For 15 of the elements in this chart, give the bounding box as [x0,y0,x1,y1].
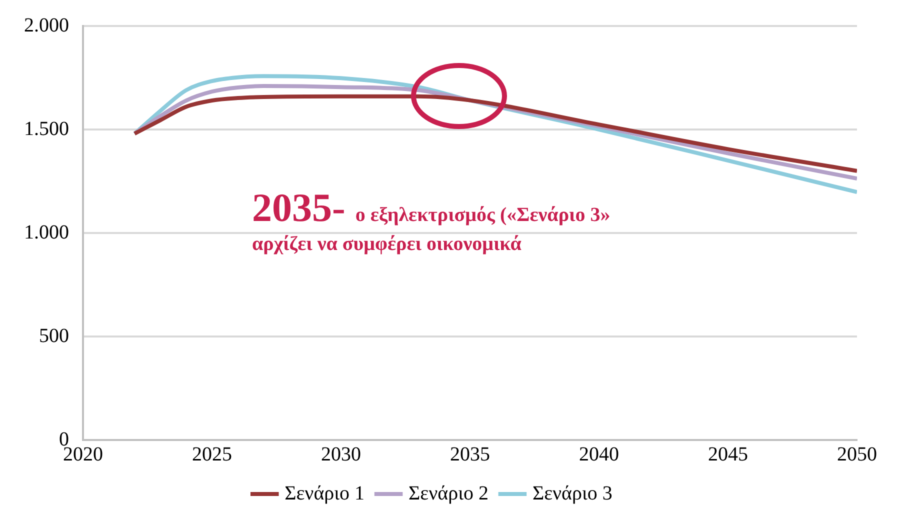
legend-label: Σενάριο 1 [284,482,365,504]
x-tick-label: 2025 [192,443,232,466]
annotation: 2035- ο εξηλεκτρισμός («Σενάριο 3» αρχίζει να συμφέρει οικονομικά [252,185,612,257]
legend-label: Σενάριο 3 [532,482,612,504]
x-tick-label: 2030 [321,443,361,466]
y-tick-label: 2.000 [24,14,69,36]
x-tick-label: 2045 [708,443,748,466]
x-tick-label: 2040 [579,443,619,466]
x-tick-label: 2035 [450,443,490,466]
y-tick-label: 1.000 [24,221,69,244]
y-tick-label: 1.500 [24,118,69,140]
line-series [132,94,857,173]
x-tick-label: 2050 [837,443,877,466]
y-tick-label: 500 [39,324,69,347]
legend-label: Σενάριο 2 [408,482,488,504]
